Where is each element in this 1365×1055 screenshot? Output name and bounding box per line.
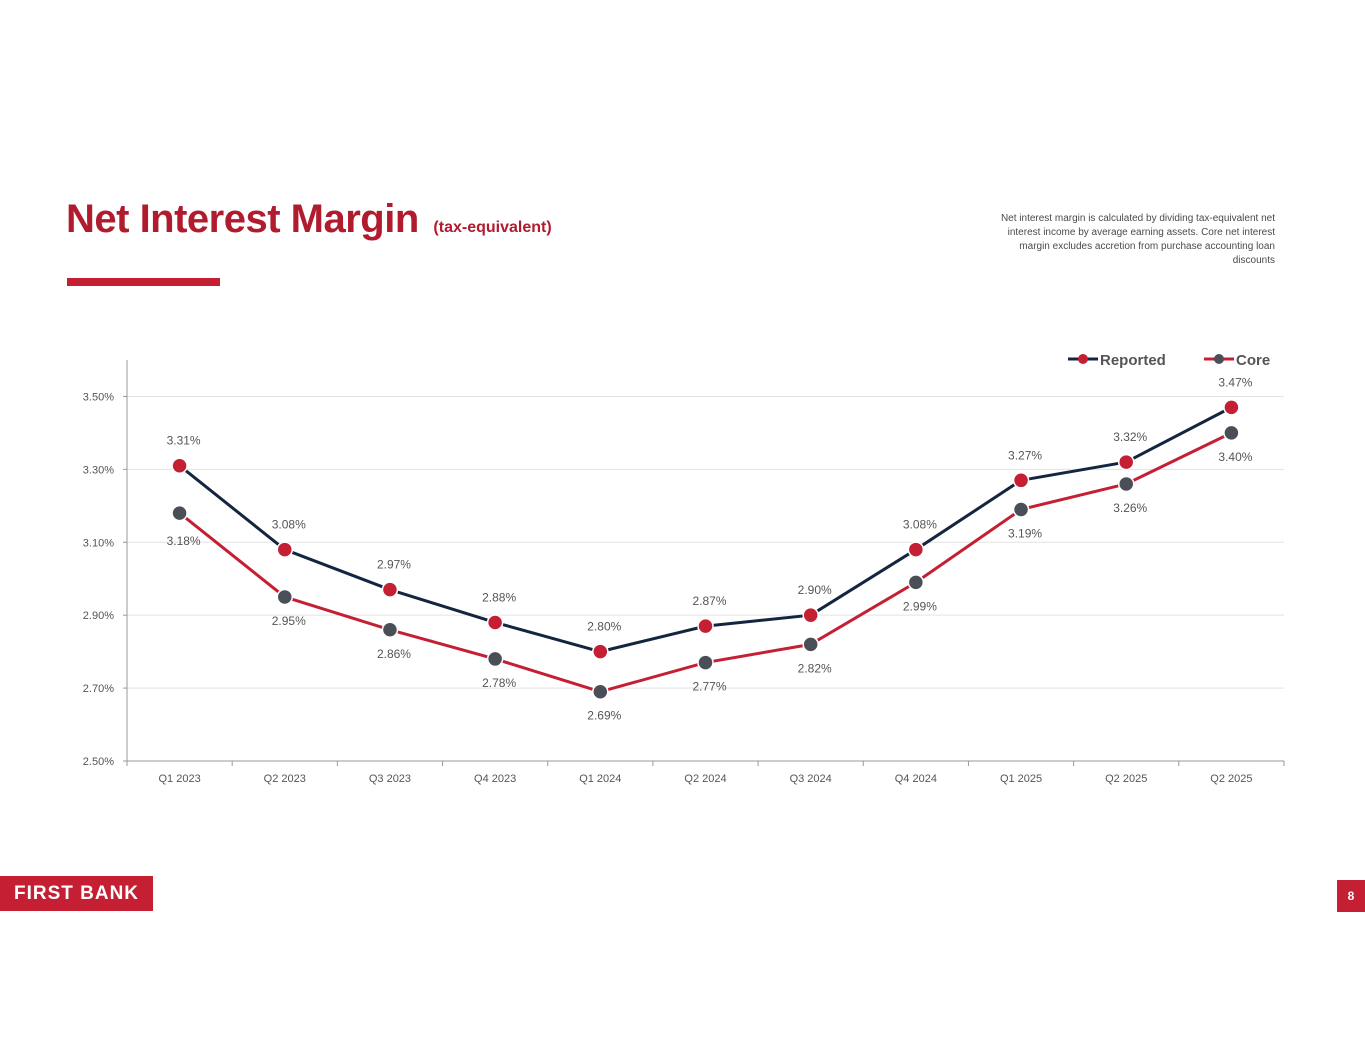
data-label-reported: 3.08%	[272, 518, 306, 532]
axis-layer: 2.50% 2.70% 2.90% 3.10% 3.30% 3.50% Q1 2023 Q2 …	[83, 360, 1285, 785]
point-reported	[276, 541, 294, 558]
x-tick-label: Q3 2023	[369, 773, 411, 785]
data-label-reported: 3.27%	[1008, 448, 1042, 462]
methodology-note: Net interest margin is calculated by div…	[1000, 213, 1275, 266]
point-reported	[1117, 453, 1135, 471]
data-label-reported: 2.90%	[798, 583, 832, 597]
x-tick-label: Q2 2023	[264, 773, 306, 785]
data-label-core: 2.69%	[587, 709, 621, 723]
title-main: Net Interest Margin	[66, 197, 419, 241]
point-reported	[381, 581, 399, 598]
data-label-core: 2.95%	[272, 614, 306, 628]
y-tick-label: 3.30%	[83, 464, 114, 476]
data-label-core: 2.99%	[903, 599, 937, 613]
data-label-core: 3.18%	[167, 534, 201, 548]
x-tick-label: Q1 2023	[158, 773, 200, 785]
point-core	[592, 683, 609, 700]
data-label-reported: 2.88%	[482, 590, 516, 604]
x-tick-label: Q2 2025	[1105, 773, 1147, 785]
label-layer: 3.31% 3.08% 2.97% 2.88% 2.80% 2.87% 2.90% 3.08%…	[167, 375, 1253, 722]
point-reported	[1223, 399, 1240, 416]
y-tick-label: 2.70%	[83, 683, 114, 695]
point-reported	[1012, 472, 1030, 489]
legend-swatch-marker	[1078, 354, 1088, 364]
data-label-core: 3.19%	[1008, 526, 1042, 540]
data-label-core: 3.26%	[1113, 501, 1147, 515]
point-reported	[592, 643, 609, 660]
page-title: Net Interest Margin (tax-equivalent)	[66, 197, 552, 242]
data-label-core: 2.82%	[798, 661, 832, 675]
series-layer	[171, 399, 1240, 700]
first-bank-logo: FIRST BANK	[0, 876, 153, 911]
x-tick-label: Q3 2024	[790, 773, 832, 785]
point-reported	[697, 617, 714, 635]
data-label-reported: 3.32%	[1113, 430, 1147, 444]
data-label-core: 3.40%	[1218, 450, 1252, 464]
x-tick-label: Q4 2023	[474, 773, 516, 785]
point-core	[276, 588, 294, 606]
point-reported	[171, 457, 188, 474]
legend-swatch-marker	[1214, 354, 1224, 364]
x-tick-label: Q1 2025	[1000, 773, 1042, 785]
point-core	[1012, 501, 1030, 518]
point-core	[486, 650, 504, 668]
data-label-reported: 3.31%	[167, 434, 201, 448]
x-tick-label: Q2 2024	[684, 773, 726, 785]
data-label-reported: 3.47%	[1218, 375, 1252, 389]
data-label-reported: 2.87%	[692, 594, 726, 608]
x-tick-label: Q4 2024	[895, 773, 937, 785]
point-core	[1117, 475, 1135, 493]
title-underline	[67, 278, 220, 286]
x-tick-label: Q2 2025	[1210, 773, 1252, 785]
legend-label: Core	[1236, 352, 1270, 369]
page-number: 8	[1337, 880, 1365, 912]
x-tick-label: Q1 2024	[579, 773, 621, 785]
data-label-core: 2.77%	[692, 680, 726, 694]
legend: Reported Core	[1068, 352, 1270, 369]
point-reported	[802, 606, 819, 624]
grid-layer	[127, 395, 1284, 689]
y-tick-label: 3.50%	[83, 391, 114, 403]
point-reported	[907, 541, 925, 558]
point-reported	[486, 614, 504, 631]
point-core	[381, 621, 399, 639]
point-core	[1223, 424, 1240, 442]
title-subtitle: (tax-equivalent)	[433, 219, 552, 236]
data-label-reported: 2.80%	[587, 620, 621, 634]
point-core	[171, 504, 188, 522]
y-tick-label: 3.10%	[83, 537, 114, 549]
y-tick-label: 2.90%	[83, 610, 114, 622]
point-core	[697, 654, 714, 671]
data-label-core: 2.78%	[482, 676, 516, 690]
data-label-core: 2.86%	[377, 647, 411, 661]
point-core	[802, 636, 819, 653]
data-label-reported: 3.08%	[903, 518, 937, 532]
data-label-reported: 2.97%	[377, 558, 411, 572]
legend-label: Reported	[1100, 352, 1166, 369]
point-core	[907, 574, 925, 591]
y-tick-label: 2.50%	[83, 756, 114, 768]
